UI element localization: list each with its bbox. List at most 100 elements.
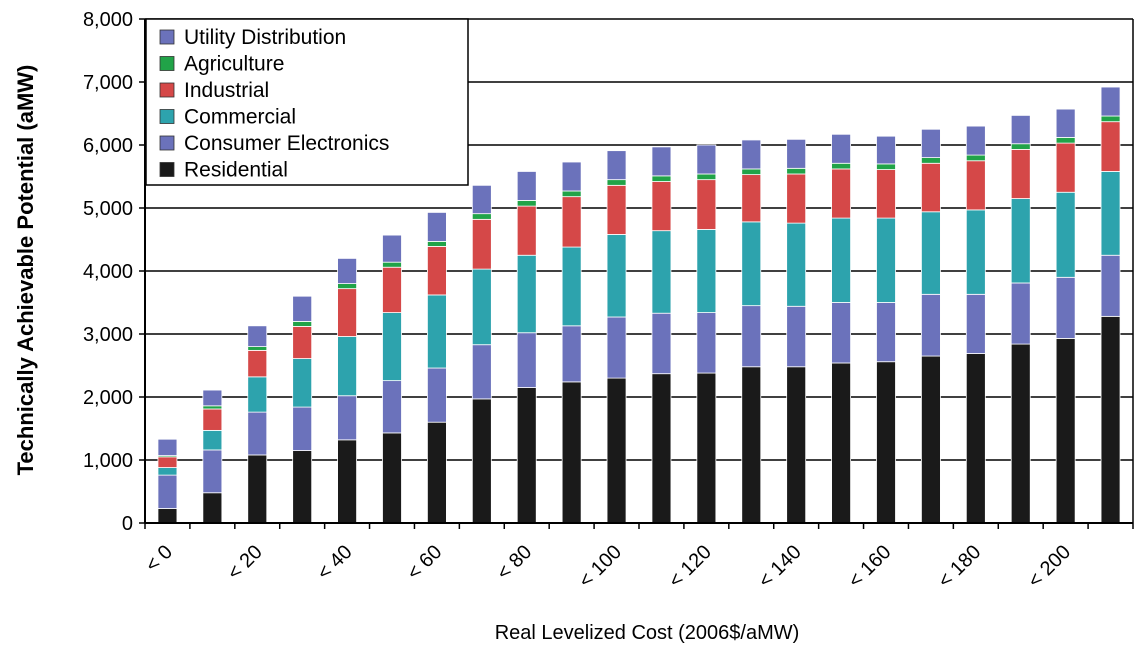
bar-segment — [965, 125, 986, 156]
bar-segment — [741, 221, 762, 307]
bar-segment — [651, 181, 672, 232]
legend-label: Industrial — [184, 79, 269, 102]
bar-segment — [606, 179, 627, 186]
bar-segment — [382, 312, 402, 382]
legend-label: Utility Distribution — [184, 26, 346, 49]
bar-segment — [382, 380, 402, 434]
bar-segment — [292, 326, 313, 359]
bar-segment — [921, 162, 941, 213]
legend-box — [145, 18, 469, 186]
legend-label: Agriculture — [184, 53, 284, 76]
bar-segment — [1055, 338, 1076, 524]
bar-segment — [876, 135, 896, 165]
bar-segment — [1100, 315, 1121, 524]
y-tick-label: 1,000 — [83, 450, 133, 472]
y-tick-label: 6,000 — [83, 135, 133, 157]
bar-segment — [382, 266, 402, 313]
bar-segment — [202, 389, 223, 407]
bar-segment — [427, 246, 447, 296]
bar-segment — [786, 305, 807, 368]
x-tick-label: < 60 — [403, 541, 446, 584]
bar-segment — [247, 376, 268, 413]
bar-segment — [202, 405, 223, 410]
bar-segment — [247, 454, 268, 524]
bar-segment — [292, 320, 313, 327]
bar-segment — [337, 257, 357, 284]
bar-segment — [651, 373, 672, 524]
x-tick-label: < 140 — [754, 541, 805, 592]
bar-segment — [427, 240, 447, 247]
x-tick-label: < 180 — [934, 541, 985, 592]
y-tick-label: 5,000 — [83, 198, 133, 220]
bar-segment — [741, 366, 762, 524]
bar-segment — [337, 336, 357, 397]
x-tick-label: < 160 — [844, 541, 895, 592]
bar-segment — [382, 261, 402, 268]
y-tick-label: 7,000 — [83, 72, 133, 94]
x-tick-label: < 0 — [141, 541, 177, 577]
bar-segment — [292, 358, 313, 408]
legend-label: Commercial — [184, 106, 296, 129]
bar-segment — [696, 173, 717, 181]
bar-segment — [157, 474, 178, 509]
bar-segment — [382, 234, 402, 263]
y-tick-label: 2,000 — [83, 387, 133, 409]
bar-segment — [651, 146, 672, 177]
bar-segment — [696, 229, 717, 313]
bar-segment — [516, 200, 537, 207]
bar-segment — [202, 408, 223, 431]
bar-segment — [1055, 108, 1076, 138]
bar-segment — [831, 362, 851, 524]
bars — [157, 86, 1121, 524]
bar-segment — [786, 138, 807, 169]
bar-segment — [337, 439, 357, 524]
bar-segment — [561, 190, 582, 198]
bar-segment — [606, 184, 627, 235]
bar-segment — [696, 372, 717, 524]
x-tick-label: < 120 — [665, 541, 716, 592]
legend-swatch — [159, 82, 175, 98]
bar-segment — [561, 325, 582, 383]
bar-segment — [786, 222, 807, 307]
bar-segment — [202, 449, 223, 494]
bar-segment — [1100, 121, 1121, 172]
bar-segment — [247, 325, 268, 347]
bar-segment — [471, 213, 492, 220]
legend-swatch — [159, 56, 175, 71]
bar-segment — [876, 361, 896, 524]
bar-segment — [876, 217, 896, 303]
bar-segment — [561, 196, 582, 248]
bar-segment — [696, 312, 717, 374]
bar-segment — [965, 353, 986, 524]
bar-segment — [651, 230, 672, 314]
bar-segment — [157, 508, 178, 524]
bar-segment — [471, 268, 492, 346]
legend-swatch — [159, 109, 175, 124]
bar-segment — [202, 429, 223, 451]
bar-segment — [831, 133, 851, 164]
bar-segment — [921, 211, 941, 295]
bar-segment — [202, 492, 223, 524]
y-axis-label: Technically Achievable Potential (aMW) — [13, 65, 38, 476]
legend-swatch — [159, 29, 175, 45]
bar-segment — [651, 312, 672, 375]
bar-segment — [247, 349, 268, 378]
bar-segment — [157, 438, 178, 456]
bar-segment — [741, 174, 762, 223]
bar-segment — [1010, 114, 1031, 145]
bar-segment — [831, 168, 851, 219]
bar-segment — [606, 150, 627, 181]
bar-segment — [696, 144, 717, 175]
x-tick-label: < 100 — [575, 541, 626, 592]
bar-segment — [561, 161, 582, 192]
bar-segment — [606, 316, 627, 379]
bar-segment — [382, 432, 402, 524]
bar-segment — [741, 305, 762, 368]
bar-segment — [921, 157, 941, 164]
bar-segment — [471, 218, 492, 270]
legend-swatch — [159, 162, 175, 177]
x-tick-label: < 20 — [223, 541, 266, 584]
x-tick-label: < 40 — [313, 541, 356, 584]
bar-segment — [786, 173, 807, 224]
bar-segment — [292, 295, 313, 322]
